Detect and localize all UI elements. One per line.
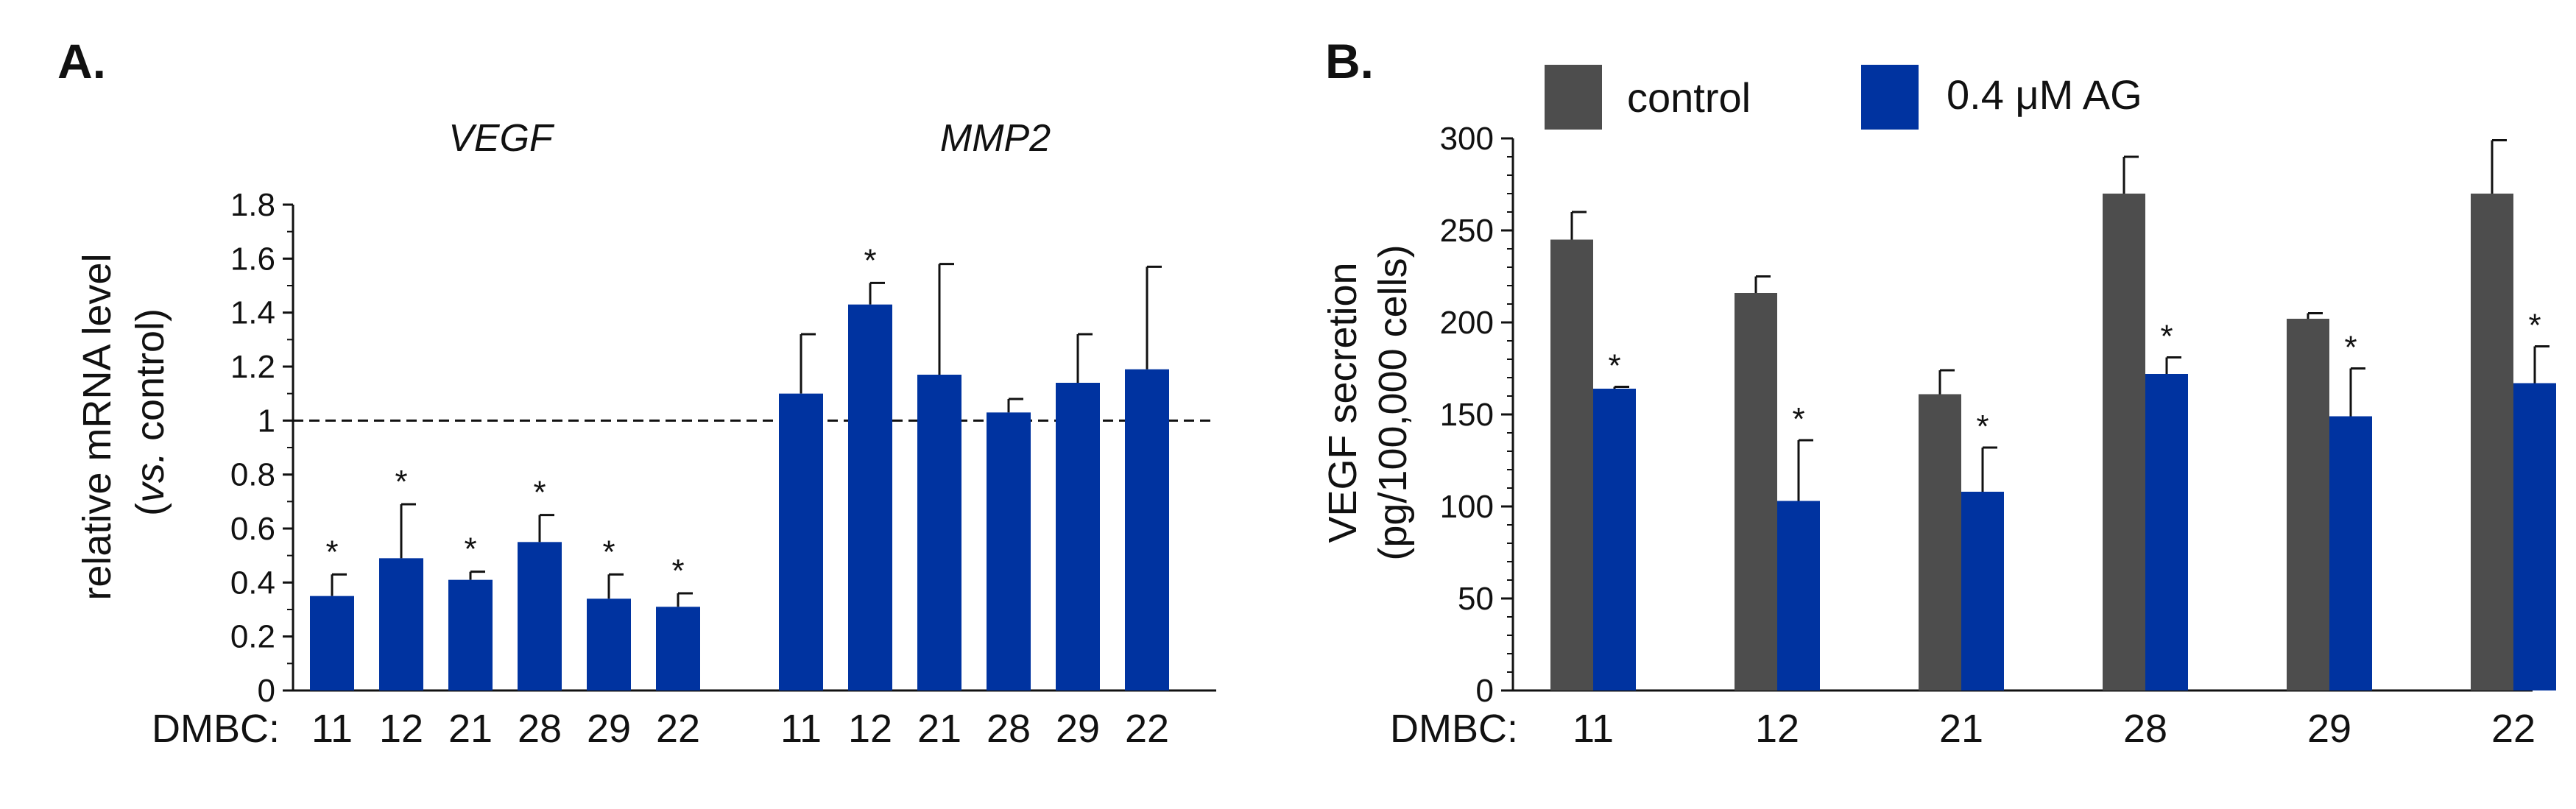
panel-a-ytick-label: 0.2	[230, 619, 275, 655]
panel-a-ytick-label: 0.8	[230, 457, 275, 493]
panel-a-category-label: 12	[379, 707, 423, 751]
panel-b-ytick-label: 200	[1440, 305, 1494, 341]
panel-b-category-label: 21	[1939, 707, 1983, 751]
panel-a-ylabel-line2: (vs. control)	[128, 308, 172, 516]
panel-b-ytick-label: 150	[1440, 397, 1494, 433]
legend-control-swatch	[1545, 65, 1602, 130]
bar-vegf-28	[518, 542, 562, 690]
panel-a-ytick-label: 0	[258, 673, 275, 709]
bar-ag-12	[1777, 501, 1820, 690]
panel-b-chart: 0 50 100 150 200 250 300 * 11 * 12 * 21 * 28 * 29 * 22	[1440, 121, 2556, 751]
significance-star: *	[1608, 348, 1620, 384]
bar-ag-28	[2145, 374, 2188, 690]
panel-b-ylabel-line2: (pg/100,000 cells)	[1371, 244, 1415, 560]
bar-ag-29	[2329, 416, 2372, 690]
panel-a-ytick-label: 0.6	[230, 511, 275, 547]
panel-a-ytick-label: 0.4	[230, 565, 275, 601]
bar-ag-11	[1593, 389, 1636, 690]
significance-star: *	[1976, 409, 1989, 445]
panel-b-category-label: 28	[2123, 707, 2167, 751]
panel-b-ytick-label: 300	[1440, 121, 1494, 157]
panel-a-category-label: 21	[917, 707, 961, 751]
bar-mmp2-22	[1125, 369, 1169, 690]
bar-ag-22	[2513, 383, 2556, 690]
panel-a-ylabel-rest: control)	[128, 308, 172, 452]
bar-mmp2-28	[987, 412, 1031, 690]
gene-label-vegf: VEGF	[448, 117, 555, 160]
legend: control 0.4 μM AG	[1545, 65, 2142, 130]
significance-star: *	[325, 534, 338, 570]
panel-b-ylabel-line1: VEGF secretion	[1321, 262, 1365, 543]
bar-vegf-11	[310, 596, 354, 690]
bar-ag-21	[1961, 492, 2004, 690]
bar-vegf-12	[379, 558, 423, 690]
panel-a-ytick-label: 1	[258, 403, 275, 439]
panel-a-ytick-label: 1.6	[230, 241, 275, 277]
bar-control-28	[2103, 194, 2145, 690]
panel-a-ylabel-italic: vs.	[128, 452, 172, 503]
significance-star: *	[2344, 330, 2357, 366]
panel-a-category-label: 11	[311, 707, 353, 751]
bar-control-22	[2471, 194, 2513, 690]
panel-b-ytick-label: 250	[1440, 213, 1494, 249]
panel-a-category-label: 11	[780, 707, 822, 751]
panel-b-category-label: 11	[1573, 707, 1614, 751]
panel-b-ytick-label: 50	[1458, 581, 1494, 617]
significance-star: *	[671, 553, 684, 589]
panel-a-category-label: 29	[587, 707, 631, 751]
panel-a-category-label: 29	[1056, 707, 1100, 751]
panel-b-ytick-label: 100	[1440, 489, 1494, 525]
significance-star: *	[533, 475, 546, 511]
panel-a-category-label: 28	[987, 707, 1031, 751]
panel-a-x-prefix: DMBC:	[152, 707, 280, 751]
significance-star: *	[1792, 401, 1804, 437]
bar-control-21	[1919, 394, 1961, 690]
bar-control-29	[2287, 319, 2329, 690]
panel-a-ylabel-paren: (	[128, 503, 172, 516]
significance-star: *	[464, 531, 476, 568]
significance-star: *	[864, 242, 876, 278]
panel-a-category-label: 12	[848, 707, 892, 751]
bar-mmp2-29	[1056, 383, 1100, 690]
bar-mmp2-11	[779, 393, 823, 690]
panel-a-ylabel: relative mRNA level (vs. control)	[75, 253, 172, 600]
bar-control-11	[1550, 239, 1593, 690]
legend-treated-swatch	[1861, 65, 1919, 130]
panel-b-ytick-label: 0	[1476, 673, 1494, 709]
panel-a-category-label: 22	[656, 707, 700, 751]
panel-b-label: B.	[1325, 34, 1374, 88]
panel-a-category-label: 21	[448, 707, 493, 751]
panel-a-ytick-label: 1.2	[230, 349, 275, 385]
bar-vegf-29	[587, 598, 631, 690]
panel-b-x-prefix: DMBC:	[1390, 707, 1518, 751]
panel-b-category-label: 22	[2491, 707, 2536, 751]
significance-star: *	[2528, 308, 2541, 344]
significance-star: *	[395, 464, 407, 500]
panel-a-chart: 0 0.2 0.4 0.6 0.8 1 1.2 1.4 1.6 1.8 * 11 * 12 * 21 * 28 * 2…	[230, 187, 1216, 751]
bar-mmp2-21	[917, 375, 961, 690]
bar-mmp2-12	[848, 304, 892, 691]
panel-a-ytick-label: 1.8	[230, 187, 275, 223]
legend-treated-label: 0.4 μM AG	[1947, 71, 2142, 118]
panel-a-label: A.	[57, 34, 106, 88]
legend-control-label: control	[1627, 74, 1751, 121]
panel-a-category-label: 28	[518, 707, 562, 751]
panel-b-category-label: 29	[2307, 707, 2351, 751]
bar-vegf-21	[448, 579, 493, 690]
bar-control-12	[1735, 293, 1777, 690]
significance-star: *	[602, 534, 615, 570]
panel-b-category-label: 12	[1755, 707, 1799, 751]
gene-label-mmp2: MMP2	[940, 117, 1051, 160]
bar-vegf-22	[656, 607, 700, 690]
panel-a-category-label: 22	[1125, 707, 1169, 751]
significance-star: *	[2160, 319, 2173, 355]
panel-a-ylabel-line1: relative mRNA level	[75, 253, 119, 600]
panel-a-ytick-label: 1.4	[230, 295, 275, 331]
